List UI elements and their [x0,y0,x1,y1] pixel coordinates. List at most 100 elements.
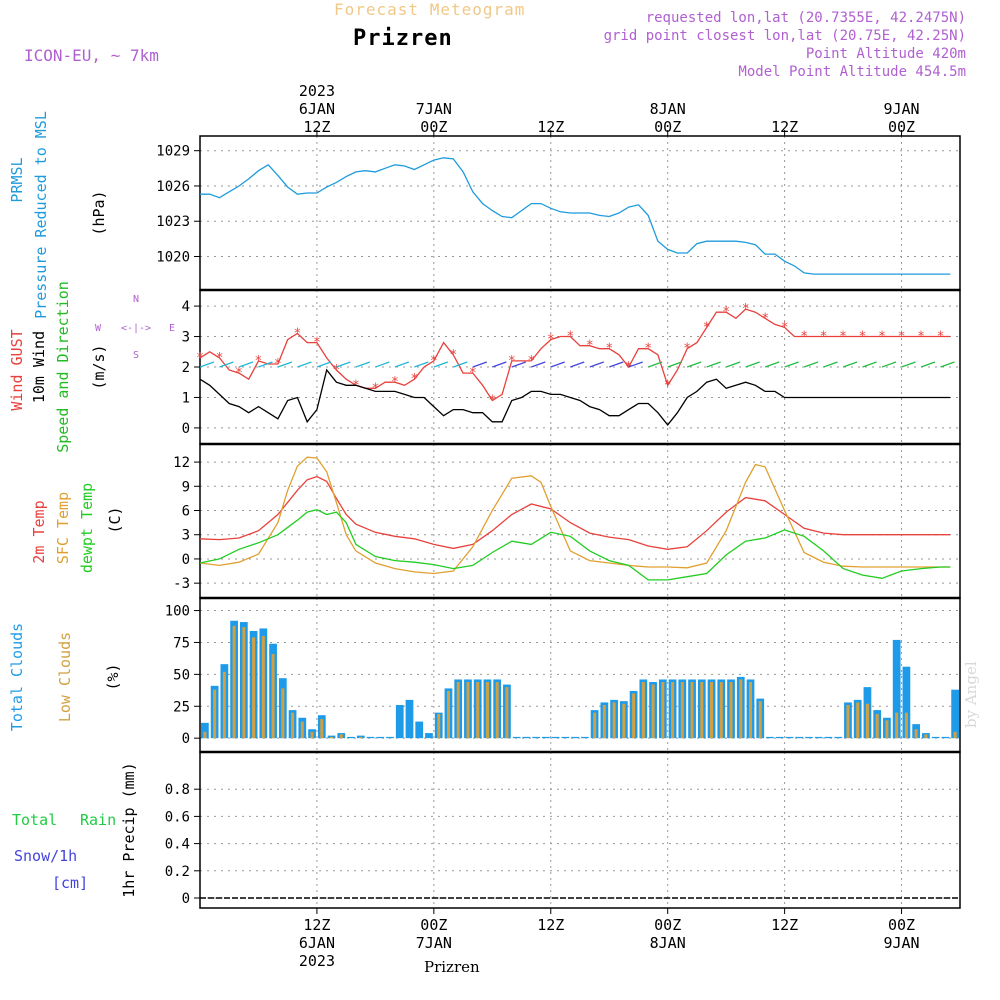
gust-marker: * [313,336,321,351]
low-cloud-bar [924,734,928,739]
wind-arrow [803,361,819,368]
gust-marker: * [430,354,438,369]
low-cloud-bar [710,682,714,739]
gust-marker: * [508,354,516,369]
bottom-time-label: 12Z [303,916,330,934]
precip-unit-label: 1hr Precip (mm) [120,762,138,897]
bottom-time-label: 00Z [420,916,447,934]
wind-arrow [336,361,351,368]
gust-marker: * [469,366,477,381]
top-time-label: 12Z [771,118,798,136]
low-cloud-bar [846,704,850,739]
total-cloud-bar [376,736,385,739]
wind-arrow [219,361,234,368]
wind-arrow [648,361,663,368]
y-tick-label: 3 [182,528,190,544]
low-cloud-bar [719,682,723,739]
low-cloud-bar [339,734,343,739]
wind-arrow [531,361,546,368]
panel-frame [199,443,961,599]
wind-arrow [472,361,488,368]
gust-marker: * [216,351,224,366]
wind-arrow [453,361,468,368]
y-tick-label: 9 [182,479,190,495]
wind-arrow [355,361,371,368]
wind-arrow [901,361,916,368]
wind-arrow [414,361,429,368]
y-tick-label: 0.4 [165,837,190,853]
wind-arrow [745,361,760,368]
y-tick-label: 25 [173,699,190,715]
wind-arrow [394,361,410,368]
low-cloud-bar [680,682,684,739]
wind-dir-label: Speed and Direction [54,281,72,453]
gust-marker: * [410,372,418,387]
low-cloud-bar [875,713,879,739]
gust-marker: * [449,348,457,363]
temp-unit-label: (C) [106,506,124,533]
pressure-line [200,157,951,275]
chart-title: Forecast Meteogram [334,0,526,19]
top-time-label: 00Z [654,118,681,136]
wind-arrow [667,361,682,368]
total-cloud-bar [532,736,541,739]
gust-marker: * [761,311,769,326]
gust-marker: * [294,327,302,342]
rain-label: Rain [80,811,116,829]
gust-marker: * [527,354,535,369]
low-cloud-bar [495,682,499,739]
pressure-full-label: Pressure Reduced to MSL [32,111,50,319]
gust-marker: * [878,330,886,345]
low-cloud-bar [271,653,275,739]
gust-marker: * [722,305,730,320]
total-cloud-bar [327,735,336,739]
y-tick-label: 1026 [156,179,190,195]
top-time-label: 12Z [537,118,564,136]
low-cloud-bar [476,682,480,739]
top-time-label: 12Z [303,118,330,136]
gust-marker: * [644,342,652,357]
total-cloud-bar [366,736,375,739]
total-cloud-bar [395,704,404,739]
bottom-time-label: 12Z [771,916,798,934]
snow-unit-label: [cm] [52,874,88,892]
point-altitude: Point Altitude 420m [805,46,966,62]
wind-arrow [706,361,721,368]
total-cloud-bar [415,721,424,739]
total-cloud-bar [551,736,560,739]
gust-marker: * [898,330,906,345]
wind-arrow [492,361,507,368]
gust-marker: * [683,342,691,357]
total-cloud-bar [201,722,209,739]
snow-label: Snow/1h [14,847,77,865]
low-cloud-bar [330,736,334,739]
low-cloud-bar [213,689,217,739]
wind-arrow [686,361,702,368]
wind-arrow [784,361,799,368]
wind-arrow [920,361,936,368]
total-cloud-bar [386,736,394,739]
total-cloud-bar [571,736,579,739]
wind-arrow [862,361,877,368]
y-tick-label: 3 [182,330,190,346]
pressure-label: PRMSL [8,157,26,202]
gust-marker: * [547,333,555,348]
y-tick-label: 1 [182,390,190,406]
y-tick-label: 50 [173,667,190,683]
low-cloud-bar [612,702,616,739]
low-cloud-bar [466,682,470,739]
low-cloud-bar [690,682,694,739]
total-cloud-bar [951,689,959,739]
dewpt-line [199,509,951,581]
low-cloud-bar [700,682,704,739]
top-time-label: 00Z [888,118,915,136]
low-cloud-bar [437,713,441,739]
low-cloud-bar [446,690,450,739]
low-cloud-bar [359,736,363,739]
total-cloud-bar [405,699,414,739]
gust-marker: * [937,330,945,345]
bottom-time-label: 00Z [654,916,681,934]
clouds-unit-label: (%) [104,663,122,690]
y-tick-label: 1020 [156,249,190,265]
low-cloud-bar [953,731,957,739]
